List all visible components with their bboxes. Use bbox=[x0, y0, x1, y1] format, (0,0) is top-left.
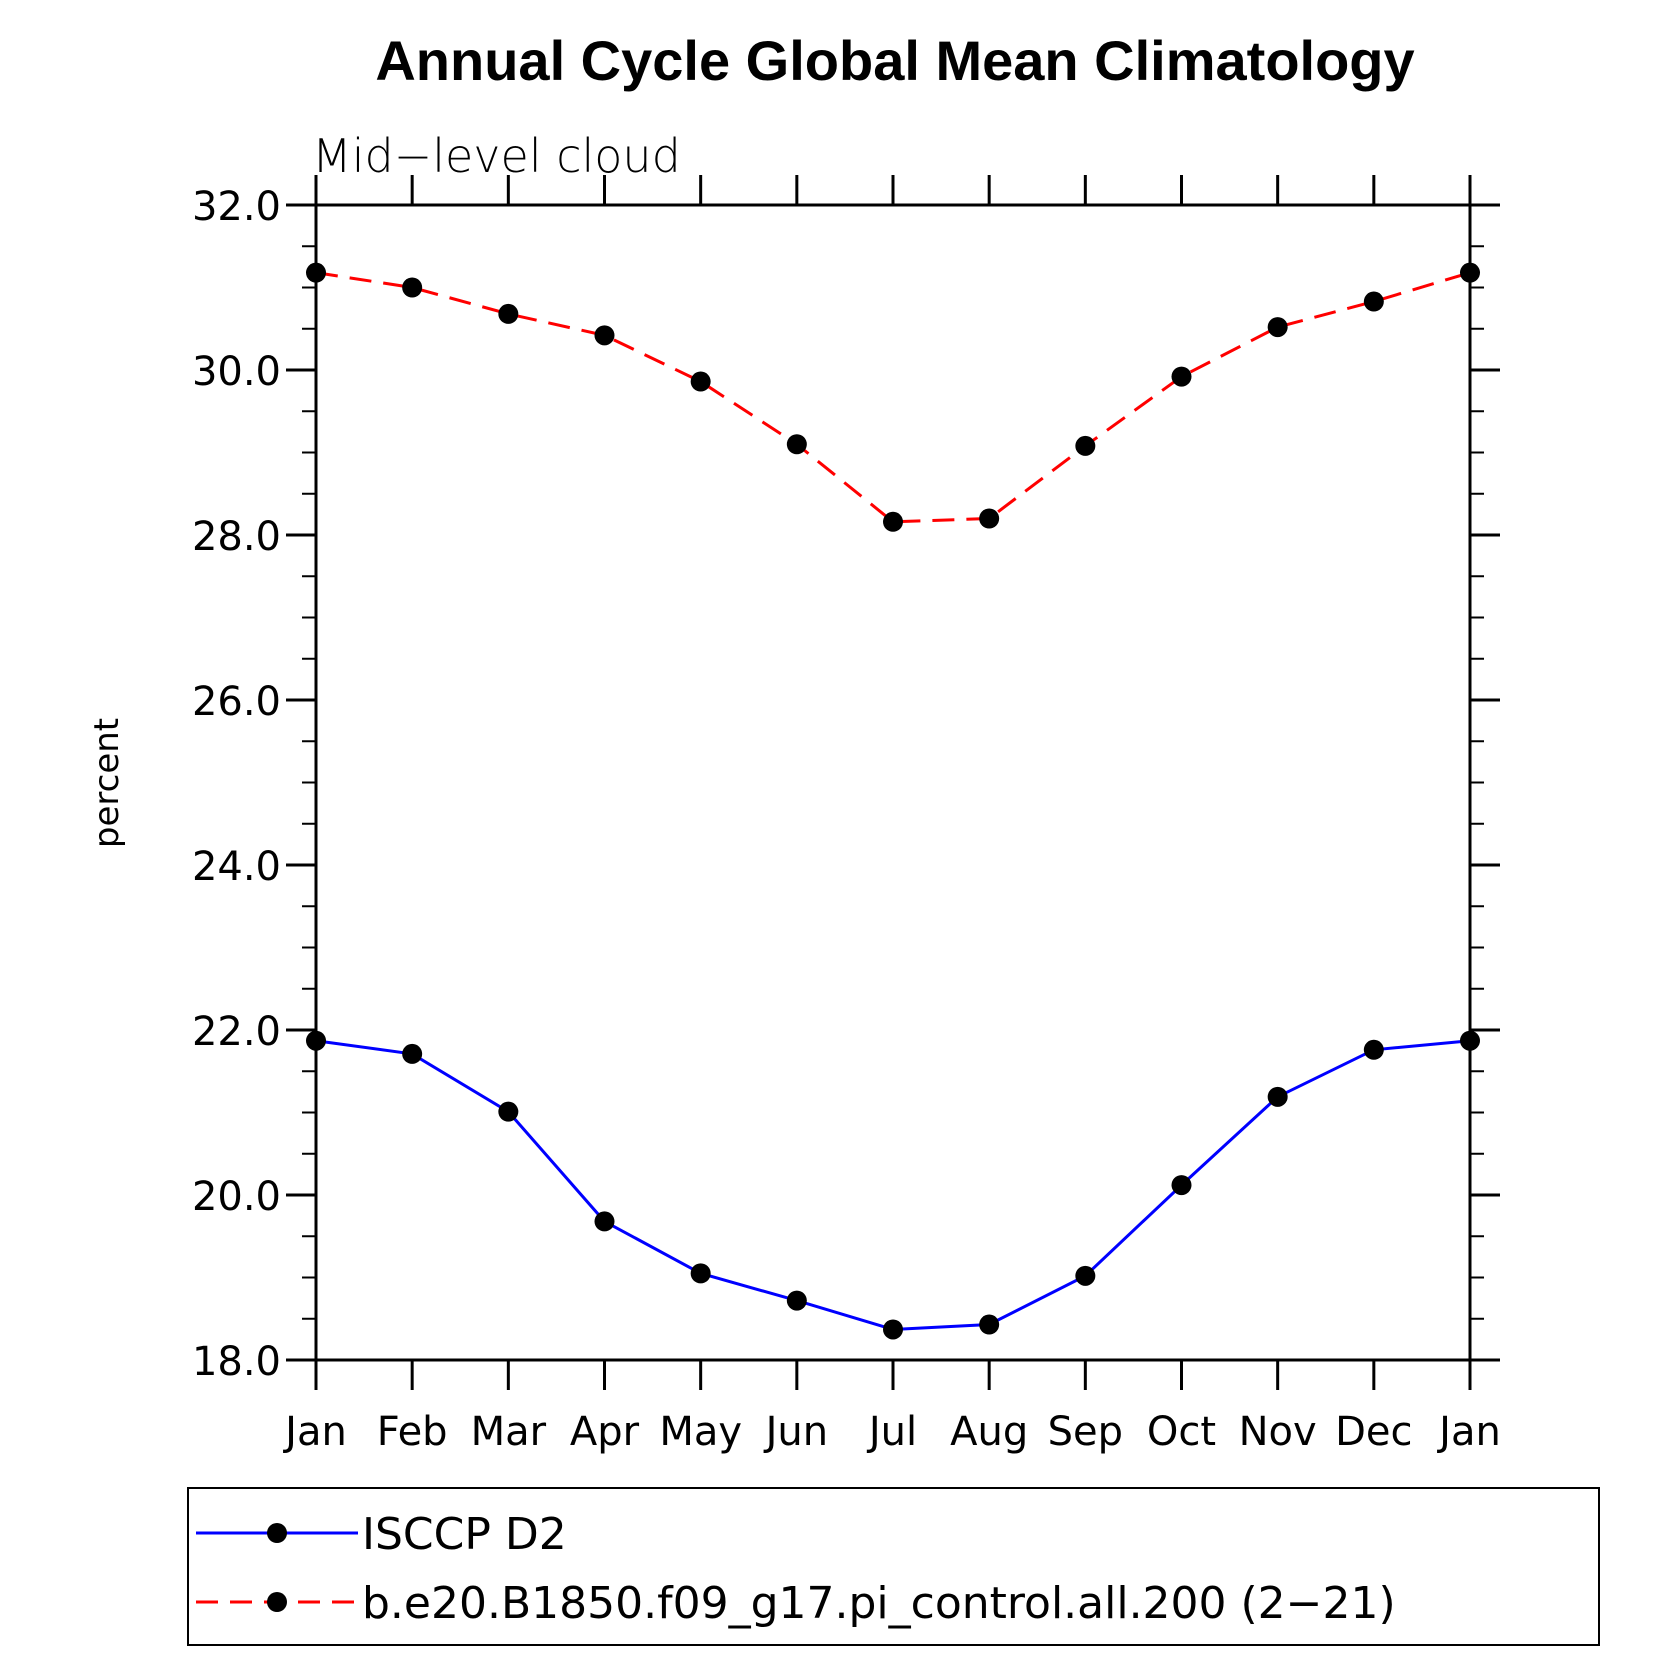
data-point bbox=[402, 277, 423, 298]
data-point bbox=[306, 1030, 326, 1051]
data-point bbox=[498, 1101, 519, 1122]
data-point bbox=[1460, 1030, 1480, 1051]
data-point bbox=[786, 434, 807, 455]
plot-border bbox=[314, 203, 1472, 1362]
x-tick-label: Feb bbox=[377, 1409, 448, 1455]
plot-frame bbox=[314, 203, 1472, 1362]
x-tick-label: Jan bbox=[282, 1409, 347, 1455]
data-point bbox=[1075, 435, 1096, 456]
x-tick-label: Nov bbox=[1239, 1409, 1317, 1455]
x-tick-label: Jun bbox=[763, 1409, 829, 1455]
y-tick-label: 30.0 bbox=[192, 349, 281, 395]
legend-marker-1 bbox=[267, 1523, 287, 1543]
data-point bbox=[1171, 1175, 1192, 1196]
data-point bbox=[1267, 317, 1288, 338]
x-tick-label: Mar bbox=[471, 1409, 547, 1455]
y-tick-label: 24.0 bbox=[192, 844, 281, 890]
data-point bbox=[883, 511, 903, 532]
series-layer bbox=[306, 262, 1480, 1340]
legend-box bbox=[187, 1487, 1600, 1646]
x-tick-label: Sep bbox=[1048, 1409, 1123, 1455]
y-tick-label: 20.0 bbox=[192, 1174, 281, 1220]
x-tick-label: Aug bbox=[950, 1409, 1028, 1455]
y-tick-label: 26.0 bbox=[192, 679, 281, 725]
series-line-1 bbox=[315, 1039, 1471, 1331]
chart-subtitle: Mid−level cloud bbox=[312, 129, 681, 183]
x-tick-label: May bbox=[659, 1409, 742, 1455]
data-point bbox=[979, 1314, 1000, 1335]
data-point bbox=[306, 262, 326, 283]
chart-title: Annual Cycle Global Mean Climatology bbox=[375, 29, 1414, 92]
data-point bbox=[1075, 1265, 1096, 1286]
series-line-2 bbox=[315, 271, 1471, 524]
data-point bbox=[786, 1290, 807, 1311]
data-point bbox=[690, 371, 711, 392]
y-tick-label: 28.0 bbox=[192, 514, 281, 560]
data-point bbox=[1460, 262, 1480, 283]
y-tick-label: 22.0 bbox=[192, 1009, 281, 1055]
legend-entries: ISCCP D2 b.e20.B1850.f09_g17.pi_control.a… bbox=[196, 1509, 1396, 1629]
legend-label-1: ISCCP D2 bbox=[362, 1509, 567, 1560]
x-tick-label: Jan bbox=[1436, 1409, 1501, 1455]
data-point bbox=[1363, 1039, 1384, 1060]
data-point bbox=[883, 1319, 903, 1340]
x-axis: Jan Feb Mar Apr May Jun Jul Aug Sep Oct Nov Dec Jan bbox=[282, 175, 1501, 1455]
legend-label-2: b.e20.B1850.f09_g17.pi_control.all.200 (… bbox=[362, 1578, 1396, 1629]
data-point bbox=[1171, 366, 1192, 387]
data-point bbox=[1267, 1086, 1288, 1107]
x-tick-label: Jul bbox=[866, 1409, 917, 1455]
data-point bbox=[594, 1211, 615, 1232]
y-tick-label: 32.0 bbox=[192, 184, 281, 230]
data-point bbox=[979, 508, 1000, 529]
y-axis-label: percent bbox=[87, 718, 127, 848]
x-tick-label: Oct bbox=[1147, 1409, 1216, 1455]
y-tick-label: 18.0 bbox=[192, 1339, 281, 1385]
y-axis: 18.0 20.0 22.0 24.0 26.0 28.0 30.0 32.0 bbox=[192, 184, 1500, 1385]
data-point bbox=[1363, 291, 1384, 312]
legend-marker-2 bbox=[267, 1592, 287, 1612]
data-point bbox=[498, 303, 519, 324]
x-tick-label: Dec bbox=[1335, 1409, 1412, 1455]
legend: ISCCP D2 b.e20.B1850.f09_g17.pi_control.a… bbox=[187, 1487, 1600, 1646]
data-point bbox=[402, 1043, 423, 1064]
data-point bbox=[594, 325, 615, 346]
x-tick-label: Apr bbox=[570, 1409, 640, 1455]
data-point bbox=[690, 1263, 711, 1284]
